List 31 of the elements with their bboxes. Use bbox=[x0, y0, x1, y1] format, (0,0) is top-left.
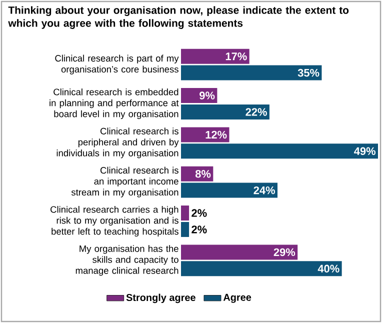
y-tick-label: Clinical research is an important income stream in my organisation bbox=[71, 166, 178, 198]
legend-label: Agree bbox=[223, 294, 252, 303]
y-tick-label: Clinical research carries a high risk to my organisation and is better left to teaching hospitals bbox=[50, 206, 178, 237]
bar bbox=[181, 127, 230, 142]
data-label: 29% bbox=[274, 248, 296, 256]
data-label: 24% bbox=[254, 186, 275, 194]
bar bbox=[181, 104, 270, 120]
data-label: 12% bbox=[206, 130, 227, 139]
data-label: 49% bbox=[354, 147, 376, 156]
bar bbox=[181, 261, 342, 276]
bar bbox=[181, 144, 378, 159]
bar bbox=[181, 222, 190, 237]
data-label: 2% bbox=[192, 226, 207, 234]
bar bbox=[181, 48, 250, 64]
bar bbox=[181, 244, 298, 260]
chart-title: Thinking about your organisation now, please indicate the extent to which you agree with the following statements bbox=[8, 6, 349, 29]
data-label: 17% bbox=[226, 52, 247, 60]
y-tick-label: Clinical research is peripheral and driven by individuals in my organisation bbox=[56, 128, 179, 158]
data-label: 2% bbox=[192, 209, 207, 217]
data-label: 35% bbox=[298, 68, 320, 77]
data-label: 9% bbox=[200, 92, 215, 100]
bar bbox=[181, 182, 278, 198]
legend-label: Strongly agree bbox=[126, 294, 196, 304]
y-tick-label: Clinical research is part of my organisation’s core business bbox=[55, 54, 179, 74]
bar bbox=[181, 65, 322, 80]
bar bbox=[181, 206, 190, 221]
y-tick-label: Clinical research is embedded in planning and performance at board level in my organisation bbox=[50, 88, 179, 120]
data-label: 40% bbox=[318, 264, 340, 273]
y-tick-label: My organisation has the skills and capacity to manage clinical research bbox=[76, 245, 178, 276]
data-label: 22% bbox=[246, 108, 267, 116]
data-label: 8% bbox=[195, 170, 211, 178]
